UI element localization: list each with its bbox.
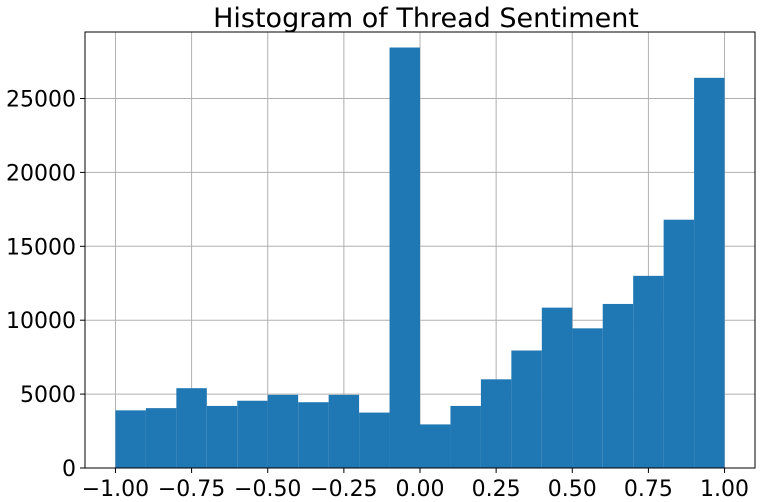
histogram-bar [480,379,512,468]
x-tick-label: 0.75 [624,477,673,502]
histogram-bar [145,408,177,468]
y-tick-label: 0 [62,457,76,482]
histogram-bar [267,394,299,468]
x-tick-label: −0.75 [158,477,225,502]
histogram-bar [541,307,573,468]
x-tick-label: 0.50 [548,477,597,502]
y-tick-label: 20000 [6,161,76,186]
histogram-bar [115,410,146,468]
x-axis-ticks: −1.00 −0.75 −0.50 −0.25 0.00 0.25 0.50 0.75 1.00 [82,468,749,502]
histogram-bar [663,219,695,468]
histogram-bar [359,412,390,468]
histogram-bar [298,402,329,468]
chart-title: Histogram of Thread Sentiment [213,3,639,34]
x-tick-label: −0.50 [234,477,301,502]
histogram-bar [602,303,634,468]
y-tick-label: 10000 [6,309,76,334]
histogram-bar [420,424,451,468]
histogram-bar [389,47,420,468]
y-tick-label: 25000 [6,88,76,113]
x-tick-label: −1.00 [82,477,149,502]
histogram-bar [694,77,725,468]
x-tick-label: 0.25 [472,477,521,502]
histogram-bar [328,394,360,468]
y-axis-ticks: 0 5000 10000 15000 20000 25000 [6,88,85,482]
histogram-bar [450,405,481,468]
y-tick-label: 5000 [20,383,76,408]
histogram-bar [237,400,268,468]
x-tick-label: −0.25 [310,477,377,502]
x-tick-label: 0.00 [396,477,445,502]
y-tick-label: 15000 [6,235,76,260]
histogram-bar [633,275,664,468]
histogram-bars [115,47,725,468]
histogram-bar [176,388,207,468]
histogram-bar [206,405,238,468]
x-tick-label: 1.00 [700,477,749,502]
histogram-bar [572,328,603,468]
histogram-bar [511,350,542,468]
